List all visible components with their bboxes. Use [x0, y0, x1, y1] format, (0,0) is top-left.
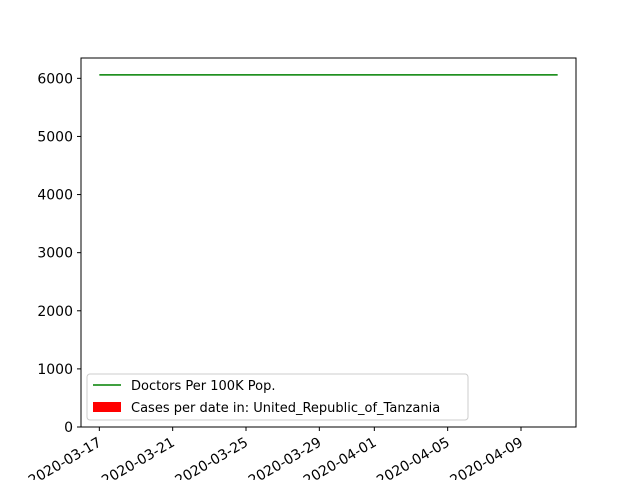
axes-frame: [80, 57, 577, 428]
y-tick-label: 6000: [37, 71, 73, 87]
legend-bar-swatch: [93, 402, 121, 412]
y-tick-label: 2000: [37, 304, 73, 320]
legend-box: [86, 373, 469, 421]
legend-label-doctors: Doctors Per 100K Pop.: [131, 379, 275, 394]
legend-label-cases: Cases per date in: United_Republic_of_Ta…: [131, 401, 440, 416]
legend: Doctors Per 100K Pop. Cases per date in:…: [86, 373, 469, 421]
y-tick-label: 0: [64, 420, 73, 436]
plot-area: [80, 57, 577, 428]
y-tick-label: 1000: [37, 362, 73, 378]
y-tick-label: 3000: [37, 246, 73, 262]
y-tick-label: 5000: [37, 129, 73, 145]
y-tick-label: 4000: [37, 188, 73, 204]
y-axis: 0 1000 2000 3000 4000 5000 6000: [37, 71, 81, 436]
